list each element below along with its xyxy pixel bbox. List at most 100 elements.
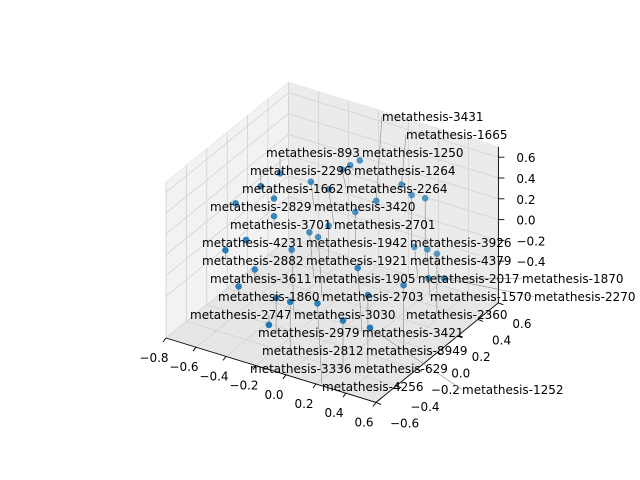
data-point (421, 194, 429, 202)
data-point (425, 274, 432, 282)
data-point (325, 186, 332, 193)
data-point (433, 250, 441, 258)
label-leader-line (317, 303, 323, 387)
y-tick-label: −0.2 (431, 383, 460, 397)
label-leader-line (444, 278, 535, 297)
label-leader-line (357, 267, 363, 333)
y-tick-mark (498, 302, 504, 306)
data-point (364, 291, 372, 299)
y-tick-mark (416, 368, 422, 372)
label-leader-line (427, 249, 431, 297)
z-tick-label: −0.4 (516, 255, 545, 269)
y-tick-mark (437, 352, 443, 356)
label-leader-line (376, 116, 383, 201)
grid-line-z (165, 134, 289, 235)
x-tick-label: −0.6 (169, 360, 198, 374)
x-tick-mark (312, 383, 317, 389)
x-axis-line (165, 337, 377, 403)
point-label: metathesis-1860 (218, 290, 320, 304)
y-tick-mark (396, 385, 402, 389)
point-label: metathesis-893 (266, 146, 360, 160)
label-leader-line (317, 237, 323, 297)
grid-line-z (165, 154, 289, 256)
grid-line-z (165, 196, 289, 297)
point-label: metathesis-1942 (306, 236, 408, 250)
grid-line-z (288, 154, 499, 220)
label-leader-line (414, 246, 419, 279)
data-point (276, 170, 284, 177)
grid-line-z (165, 175, 289, 276)
point-label: metathesis-2296 (250, 164, 352, 178)
y-tick-label: −0.6 (390, 416, 419, 430)
grid-line-y (267, 254, 479, 320)
tick-labels: −0.8−0.6−0.4−0.20.00.20.40.6 −0.6−0.4−0.2… (139, 151, 545, 430)
data-points (222, 157, 448, 332)
x-tick-label: 0.2 (294, 397, 313, 411)
label-leader-line (310, 181, 315, 207)
label-leader-line (369, 327, 463, 390)
point-label: metathesis-1905 (314, 272, 416, 286)
data-point (314, 233, 322, 241)
data-point (354, 264, 362, 272)
data-point (356, 157, 364, 164)
x-tick-mark (252, 365, 257, 370)
data-point (306, 229, 313, 236)
point-label: metathesis-3420 (314, 200, 416, 214)
data-point (272, 294, 280, 302)
point-label: metathesis-3701 (230, 218, 332, 232)
point-label: metathesis-4256 (322, 380, 424, 394)
point-label: metathesis-3421 (362, 326, 464, 340)
point-label: metathesis-3431 (382, 110, 484, 124)
x-tick-mark (342, 392, 347, 398)
point-label: metathesis-3926 (410, 236, 512, 250)
data-point (288, 246, 296, 254)
data-point (242, 236, 250, 244)
data-point (398, 181, 405, 188)
point-label: metathesis-1264 (354, 164, 456, 178)
x-tick-mark (282, 374, 287, 380)
x-tick-mark (372, 402, 377, 407)
point-label: metathesis-1252 (462, 383, 564, 397)
data-point (314, 300, 321, 307)
point-label: metathesis-2829 (210, 200, 312, 214)
x-tick-mark (222, 356, 227, 361)
y-tick-label: 0.6 (512, 317, 531, 331)
data-point (424, 245, 431, 253)
grid-line-z (288, 175, 499, 241)
data-point (400, 281, 407, 289)
y-tick-mark (457, 335, 463, 339)
data-point (235, 283, 242, 290)
x-tick-mark (192, 346, 197, 352)
data-point (307, 178, 315, 186)
point-label: metathesis-1921 (306, 254, 408, 268)
point-label: metathesis-1870 (522, 272, 624, 286)
data-point (346, 161, 354, 169)
x-tick-mark (162, 337, 167, 343)
data-point (325, 222, 332, 230)
point-label: metathesis-2017 (418, 272, 520, 286)
point-label: metathesis-2264 (346, 182, 448, 196)
grid-line-z (165, 92, 289, 193)
point-label: metathesis-2270 (534, 290, 636, 304)
x-tick-label: 0.6 (354, 415, 373, 429)
grid-line-y (206, 304, 417, 370)
label-leader-line (328, 189, 335, 225)
point-label: metathesis-2747 (190, 308, 292, 322)
y-tick-mark (375, 401, 382, 405)
grid-line-y (186, 321, 397, 387)
point-label: metathesis-2701 (334, 218, 436, 232)
point-label: metathesis-3030 (294, 308, 396, 322)
point-label: metathesis-1665 (406, 128, 508, 142)
label-leader-line (309, 232, 315, 279)
point-label: metathesis-4231 (202, 236, 304, 250)
z-tick-label: 0.4 (516, 172, 535, 186)
data-point (270, 212, 278, 220)
data-point (270, 195, 278, 202)
y-tick-label: 0.4 (492, 333, 511, 347)
data-point (222, 246, 229, 254)
data-point (408, 191, 416, 199)
label-leader-lines (225, 116, 535, 390)
point-label: metathesis-2882 (202, 254, 304, 268)
label-leader-line (401, 134, 407, 185)
